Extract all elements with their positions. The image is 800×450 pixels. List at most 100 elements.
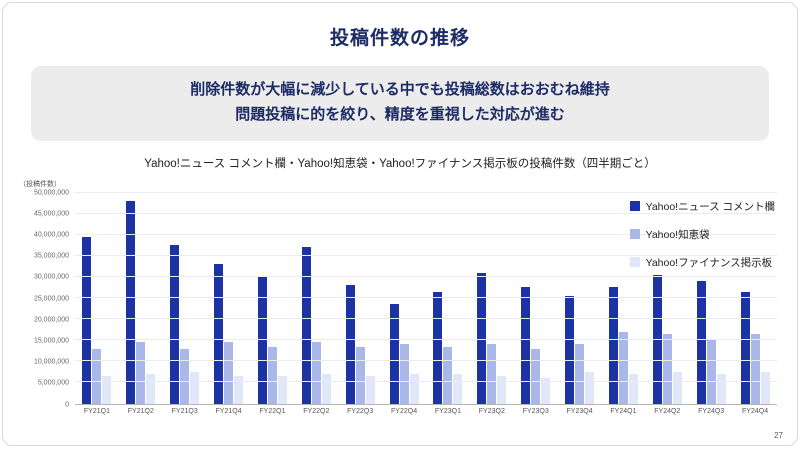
x-tick-label: FY21Q3	[171, 407, 198, 415]
bar-groups: FY21Q1 FY21Q2 FY21Q3 FY21Q4 FY22Q1 FY22Q2 FY22…	[75, 193, 777, 415]
bar	[170, 245, 180, 404]
bar	[389, 304, 399, 404]
gridline	[75, 381, 777, 383]
bar	[443, 346, 453, 404]
bar-group: FY22Q3	[345, 193, 375, 415]
bar	[82, 236, 92, 404]
bar	[146, 373, 156, 404]
y-tick-label: 20,000,000	[33, 316, 69, 324]
bar	[433, 291, 443, 404]
bar	[190, 371, 200, 404]
bar	[102, 376, 112, 404]
legend-label: Yahoo!ニュース コメント欄	[645, 200, 775, 213]
bar	[531, 348, 541, 404]
bar	[662, 333, 672, 404]
bar	[257, 276, 267, 404]
gridline	[75, 233, 777, 235]
bar	[477, 272, 487, 404]
x-tick-label: FY23Q1	[434, 407, 461, 415]
bar	[409, 373, 419, 404]
y-tick-label: 35,000,000	[33, 252, 69, 260]
y-tick-label: 25,000,000	[33, 295, 69, 302]
bar	[267, 346, 277, 404]
bar	[696, 281, 706, 404]
bar-group: FY24Q1	[608, 193, 638, 415]
bar-chart: （投稿件数） 0 5,000,000 10,000,000 15,000,000 20,…	[17, 181, 783, 431]
bar	[277, 376, 287, 404]
bar	[706, 340, 716, 404]
y-tick-label: 40,000,000	[33, 231, 69, 239]
bar	[565, 295, 575, 404]
gridline	[75, 339, 777, 341]
y-axis-unit-label: （投稿件数）	[19, 180, 61, 188]
bar	[301, 247, 311, 404]
gridline	[75, 275, 777, 277]
y-tick-label: 0	[65, 401, 69, 408]
bar	[234, 376, 244, 404]
bar-group: FY24Q3	[696, 193, 726, 415]
y-tick-label: 30,000,000	[33, 273, 69, 281]
bar	[453, 373, 463, 404]
bar	[92, 348, 102, 404]
bar	[224, 342, 234, 404]
bar	[311, 342, 321, 404]
chart-legend: Yahoo!ニュース コメント欄 Yahoo!知恵袋 Yahoo!ファイナンス掲示板	[629, 199, 775, 270]
key-message-line-2: 問題投稿に的を絞り、精度を重視した対応が進む	[235, 105, 565, 123]
bar	[575, 344, 585, 404]
bar-group: FY23Q4	[565, 193, 595, 415]
x-tick-label: FY23Q3	[522, 407, 549, 415]
gridline	[75, 360, 777, 362]
bar-group: FY22Q2	[301, 193, 331, 415]
bar	[399, 344, 409, 404]
gridline	[75, 318, 777, 320]
bar	[608, 287, 618, 404]
bar	[126, 200, 136, 404]
bar-group: FY22Q1	[257, 193, 287, 415]
y-axis: 0 5,000,000 10,000,000 15,000,000 20,000,000…	[17, 189, 73, 408]
page-number: 27	[774, 431, 783, 440]
key-message-box: 削除件数が大幅に減少している中でも投稿総数はおおむね維持 問題投稿に的を絞り、精…	[31, 66, 769, 141]
x-tick-label: FY21Q2	[127, 407, 154, 415]
legend-item: Yahoo!ファイナンス掲示板	[629, 255, 775, 270]
bar-group: FY23Q2	[477, 193, 507, 415]
bar	[760, 371, 770, 404]
x-tick-label: FY22Q4	[391, 407, 418, 415]
x-tick-label: FY21Q4	[215, 407, 242, 415]
y-tick-label: 10,000,000	[33, 358, 69, 366]
bar	[136, 342, 146, 404]
bar	[321, 373, 331, 404]
legend-item: Yahoo!知恵袋	[629, 227, 775, 242]
gridline	[75, 191, 777, 193]
bar	[672, 371, 682, 404]
bar-group: FY24Q2	[652, 193, 682, 415]
x-tick-label: FY22Q1	[259, 407, 286, 415]
bar	[355, 346, 365, 404]
bar-group: FY21Q1	[82, 193, 112, 415]
bar-group: FY21Q4	[214, 193, 244, 415]
bar	[750, 333, 760, 404]
bar	[365, 376, 375, 404]
bar-group: FY23Q3	[521, 193, 551, 415]
bar	[652, 274, 662, 404]
bar	[628, 373, 638, 404]
bar	[618, 331, 628, 404]
page-title: 投稿件数の推移	[329, 28, 470, 49]
legend-swatch	[629, 201, 640, 211]
x-tick-label: FY23Q2	[478, 407, 505, 415]
key-message-line-1: 削除件数が大幅に減少している中でも投稿総数はおおむね維持	[190, 81, 610, 98]
gridline	[75, 297, 777, 298]
plot-area: FY21Q1 FY21Q2 FY21Q3 FY21Q4 FY22Q1 FY22Q2 FY22…	[75, 191, 777, 415]
bar-group: FY22Q4	[389, 193, 419, 415]
x-tick-label: FY21Q1	[83, 407, 110, 415]
y-tick-label: 50,000,000	[33, 189, 69, 196]
bar	[345, 285, 355, 404]
bar-group: FY21Q2	[126, 193, 156, 415]
chart-title: Yahoo!ニュース コメント欄・Yahoo!知恵袋・Yahoo!ファイナンス掲…	[144, 157, 656, 170]
bar	[740, 291, 750, 404]
gridline	[75, 254, 777, 256]
x-tick-label: FY22Q3	[347, 407, 374, 415]
legend-swatch	[629, 257, 640, 267]
bar	[180, 348, 190, 404]
legend-label: Yahoo!知恵袋	[645, 228, 710, 241]
